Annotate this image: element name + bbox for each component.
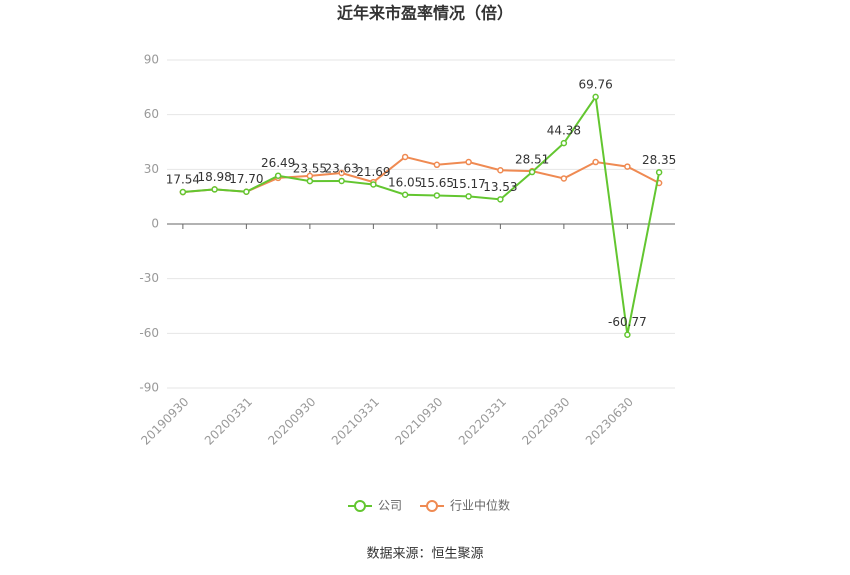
legend-marker (426, 500, 439, 512)
point (243, 188, 250, 195)
legend-marker (354, 500, 366, 512)
point (338, 177, 345, 185)
point (179, 188, 187, 196)
point (401, 153, 409, 161)
point (465, 158, 472, 166)
point (624, 331, 631, 338)
data-label: 26.49 (261, 156, 295, 170)
data-label: 69.76 (578, 77, 612, 91)
data-label: 17.70 (229, 172, 263, 186)
series-line (182, 94, 661, 335)
x-tick-label: 20190930 (138, 395, 191, 448)
point (592, 158, 599, 166)
point (306, 177, 314, 185)
y-tick-label: 90 (144, 53, 159, 67)
y-tick-label: -90 (139, 381, 159, 395)
data-label: 28.35 (642, 153, 676, 167)
x-tick-label: 20220331 (456, 395, 509, 448)
point (497, 166, 504, 174)
y-tick-label: 30 (144, 162, 159, 176)
point (655, 169, 663, 176)
point (592, 93, 599, 101)
point (274, 172, 282, 179)
point (528, 168, 536, 176)
point (433, 161, 441, 169)
x-tick-label: 20200930 (265, 395, 318, 448)
point (211, 186, 218, 193)
legend-label: 行业中位数 (450, 498, 510, 513)
y-tick-label: 0 (151, 217, 159, 231)
x-tick-label: 20210331 (329, 395, 382, 448)
point (560, 175, 568, 182)
data-label: -60.77 (608, 315, 647, 329)
point (624, 163, 631, 170)
x-tick-label: 20230630 (583, 395, 636, 448)
y-tick-label: 60 (144, 107, 159, 121)
point (560, 139, 568, 147)
legend-label: 公司 (378, 499, 402, 513)
data-label: 28.51 (515, 153, 549, 167)
data-label: 17.54 (166, 173, 200, 187)
point (433, 192, 441, 199)
data-label: 18.98 (197, 170, 231, 184)
source: 数据来源：恒生聚源 (366, 547, 483, 562)
x-tick-label: 20220930 (519, 395, 572, 448)
data-label: 44.38 (547, 124, 581, 138)
point (401, 191, 409, 199)
point (338, 169, 345, 177)
data-label: 21.69 (356, 165, 390, 179)
x-tick-label: 20210930 (392, 395, 445, 448)
data-label: 15.65 (420, 176, 454, 190)
data-label: 23.55 (293, 162, 327, 176)
y-tick-label: -30 (139, 271, 159, 285)
x-tick-label: 20200331 (202, 395, 255, 448)
data-label: 13.53 (483, 180, 517, 194)
data-label: 23.63 (324, 161, 358, 175)
point (497, 196, 504, 203)
data-label: 15.17 (451, 177, 485, 191)
point (370, 181, 377, 188)
point (465, 193, 472, 200)
chart-title: 近年来市盈率情况（倍） (337, 4, 513, 23)
y-tick-label: -60 (139, 326, 159, 340)
data-label: 16.05 (388, 175, 422, 189)
